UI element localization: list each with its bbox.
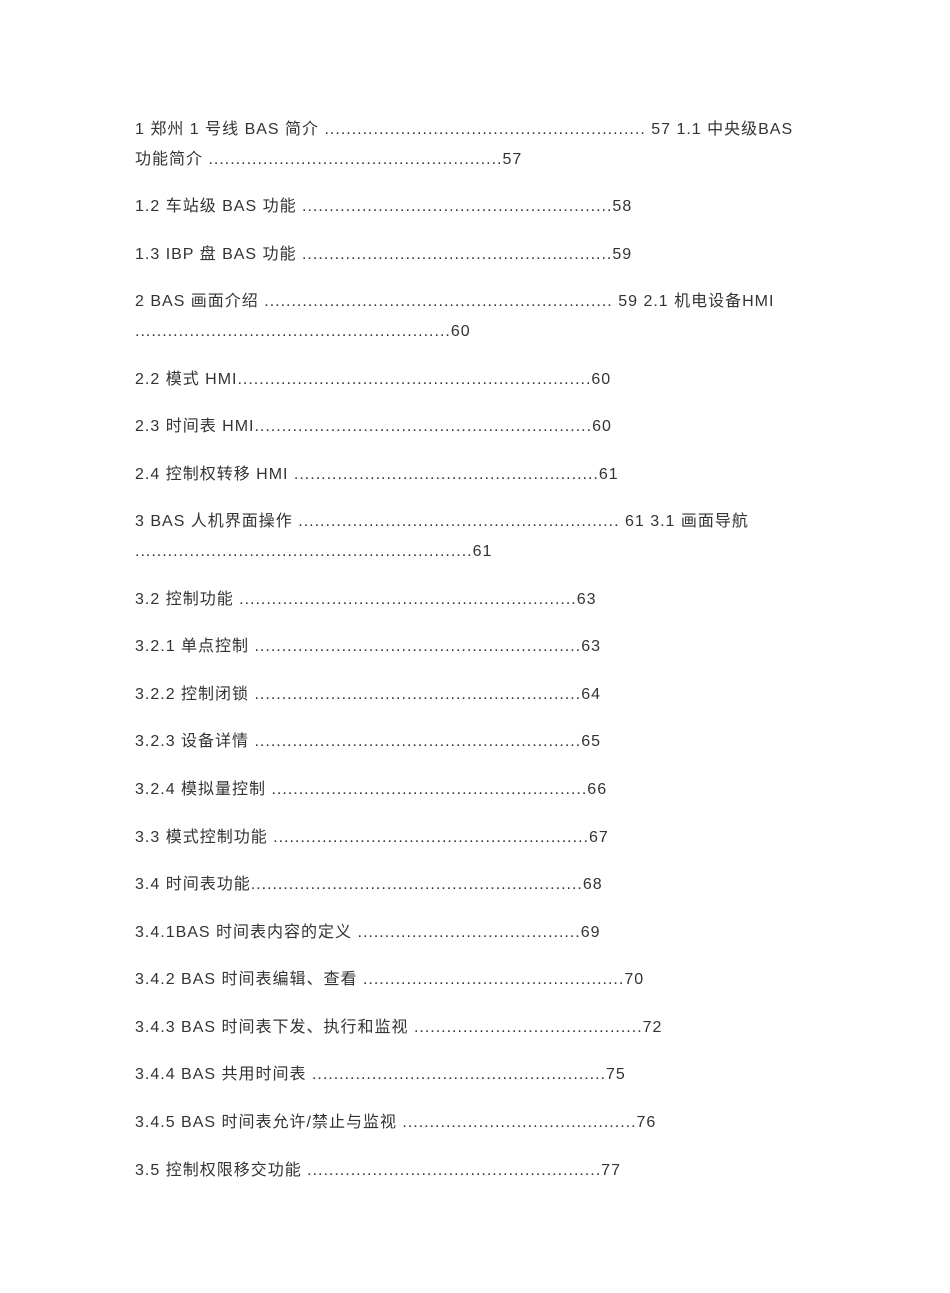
toc-text: 3.4.1BAS 时间表内容的定义 ......................…: [135, 924, 601, 941]
toc-entry: 2.4 控制权转移 HMI ..........................…: [135, 460, 815, 490]
toc-text: 3.2.1 单点控制 .............................…: [135, 638, 601, 655]
document-page: 1 郑州 1 号线 BAS 简介 .......................…: [0, 0, 950, 1293]
toc-text: 3.4.4 BAS 共用时间表 ........................…: [135, 1066, 626, 1083]
toc-entry: 1.3 IBP 盘 BAS 功能 .......................…: [135, 240, 815, 270]
toc-entry: 3.2.3 设备详情 .............................…: [135, 727, 815, 757]
toc-text: 3.4.3 BAS 时间表下发、执行和监视 ..................…: [135, 1019, 662, 1036]
toc-entry: 3.5 控制权限移交功能 ...........................…: [135, 1156, 815, 1186]
toc-entry: 3.4.5 BAS 时间表允许/禁止与监视 ..................…: [135, 1108, 815, 1138]
toc-entry: 2 BAS 画面介绍 .............................…: [135, 287, 815, 346]
toc-text: 1 郑州 1 号线 BAS 简介 .......................…: [135, 121, 793, 168]
toc-entry: 3.4.1BAS 时间表内容的定义 ......................…: [135, 918, 815, 948]
toc-text: 2.4 控制权转移 HMI ..........................…: [135, 466, 619, 483]
toc-text: 3.2 控制功能 ...............................…: [135, 591, 597, 608]
toc-text: 3.4.5 BAS 时间表允许/禁止与监视 ..................…: [135, 1114, 656, 1131]
toc-entry: 3.2 控制功能 ...............................…: [135, 585, 815, 615]
toc-entry: 3 BAS 人机界面操作 ...........................…: [135, 507, 815, 566]
toc-text: 1.3 IBP 盘 BAS 功能 .......................…: [135, 246, 632, 263]
toc-text: 3.2.4 模拟量控制 ............................…: [135, 781, 607, 798]
toc-entry: 3.4.4 BAS 共用时间表 ........................…: [135, 1060, 815, 1090]
toc-entry: 3.4.2 BAS 时间表编辑、查看 .....................…: [135, 965, 815, 995]
toc-text: 2 BAS 画面介绍 .............................…: [135, 293, 774, 340]
toc-text: 3.3 模式控制功能 .............................…: [135, 829, 609, 846]
toc-entry: 3.2.2 控制闭锁 .............................…: [135, 680, 815, 710]
toc-text: 3.2.2 控制闭锁 .............................…: [135, 686, 601, 703]
toc-text: 2.2 模式 HMI..............................…: [135, 371, 611, 388]
toc-text: 2.3 时间表 HMI.............................…: [135, 418, 612, 435]
toc-entry: 3.2.4 模拟量控制 ............................…: [135, 775, 815, 805]
toc-entry: 3.4.3 BAS 时间表下发、执行和监视 ..................…: [135, 1013, 815, 1043]
toc-entry: 1.2 车站级 BAS 功能 .........................…: [135, 192, 815, 222]
toc-text: 3.5 控制权限移交功能 ...........................…: [135, 1162, 621, 1179]
toc-entry: 1 郑州 1 号线 BAS 简介 .......................…: [135, 115, 815, 174]
toc-entry: 3.2.1 单点控制 .............................…: [135, 632, 815, 662]
toc-text: 3 BAS 人机界面操作 ...........................…: [135, 513, 749, 560]
toc-entry: 2.3 时间表 HMI.............................…: [135, 412, 815, 442]
toc-text: 3.4.2 BAS 时间表编辑、查看 .....................…: [135, 971, 644, 988]
toc-text: 3.2.3 设备详情 .............................…: [135, 733, 601, 750]
toc-text: 1.2 车站级 BAS 功能 .........................…: [135, 198, 632, 215]
toc-entry: 3.4 时间表功能...............................…: [135, 870, 815, 900]
toc-entry: 2.2 模式 HMI..............................…: [135, 365, 815, 395]
toc-text: 3.4 时间表功能...............................…: [135, 876, 603, 893]
toc-entry: 3.3 模式控制功能 .............................…: [135, 823, 815, 853]
